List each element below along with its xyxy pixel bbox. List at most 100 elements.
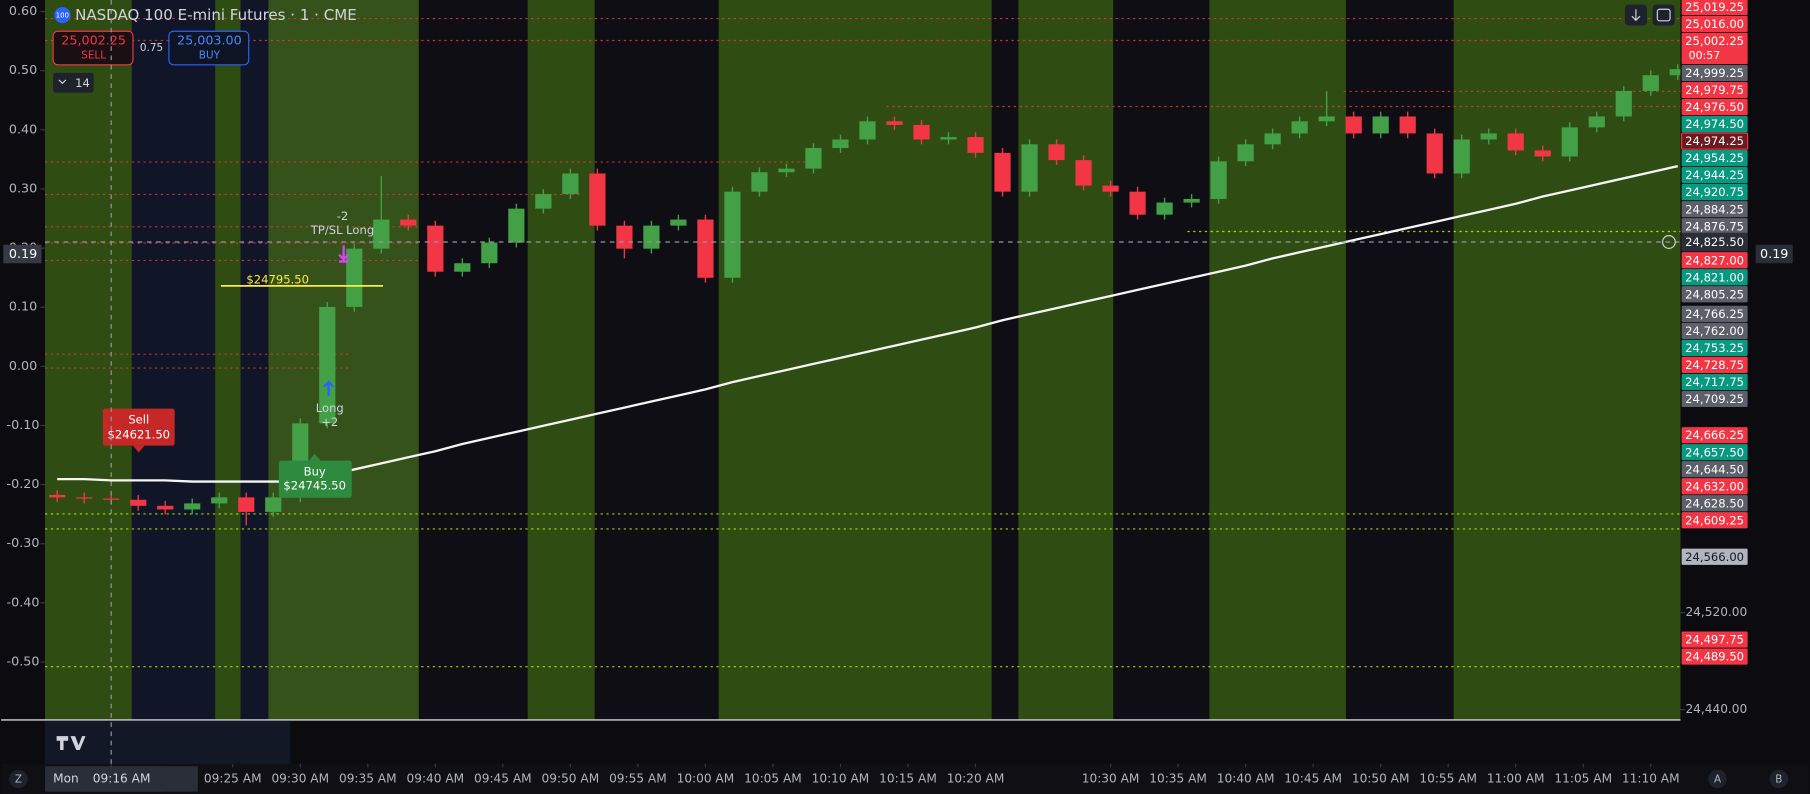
price-label: 24,954.25 [1685, 151, 1744, 165]
candle-body [1102, 185, 1119, 192]
long-label: Long [316, 401, 344, 415]
candle-body [319, 306, 336, 424]
y2-tick-label: 0.40 [9, 122, 37, 137]
y-tick-label: 24,520.00 [1685, 605, 1747, 619]
price-label: 24,766.25 [1685, 307, 1744, 321]
price-label: 24,728.75 [1685, 358, 1744, 372]
y2-tick-label: -0.50 [7, 654, 40, 669]
y2-tick-label: -0.10 [7, 418, 40, 433]
candle-body [184, 503, 201, 510]
candle-body [1264, 133, 1281, 145]
candle-body [1453, 139, 1470, 174]
price-label: 24,628.50 [1685, 496, 1744, 510]
candle-body [1480, 133, 1497, 140]
buy-marker [278, 460, 352, 498]
session-band [594, 0, 719, 720]
exit-label: TP/SL Long [310, 223, 374, 237]
x-tick-label: 11:05 AM [1554, 771, 1612, 785]
price-label-box [1681, 64, 1748, 82]
crosshair-price-label: 24,825.50 [1685, 235, 1744, 249]
session-band [1209, 0, 1346, 720]
candle-body [1237, 144, 1254, 162]
x-tick-label: 10:05 AM [744, 771, 802, 785]
time-axis [1, 763, 1809, 794]
x-tick-label: 10:55 AM [1419, 771, 1477, 785]
candle-body [130, 499, 147, 506]
session-band [268, 0, 419, 720]
indicator-value-box [3, 244, 42, 264]
x-tick-label: 10:40 AM [1217, 771, 1275, 785]
corner-button[interactable] [1769, 769, 1789, 789]
price-label: 24,827.00 [1685, 253, 1744, 267]
price-label: 24,709.25 [1685, 392, 1744, 406]
indicator-value-label: 0.19 [9, 247, 37, 262]
chevron [58, 79, 67, 85]
price-label-box [1681, 98, 1748, 116]
buy-label: BUY [199, 50, 221, 62]
price-label-box [1681, 648, 1748, 665]
candle-body [454, 263, 471, 272]
price-label-box [1681, 461, 1748, 478]
y2-tick-label: -0.30 [7, 536, 40, 551]
corner-button[interactable] [9, 769, 28, 789]
price-label: 24,632.00 [1685, 479, 1744, 493]
price-label-box [1681, 15, 1748, 33]
sell-button[interactable] [52, 30, 134, 66]
candle-body [49, 494, 66, 498]
x-tick-label: 09:30 AM [271, 771, 329, 785]
candle-body [427, 225, 444, 272]
candle-body [1426, 133, 1443, 174]
x-tick-label: 09:50 AM [542, 771, 600, 785]
candle-body [1669, 69, 1686, 76]
candle-body [778, 168, 795, 173]
x-tick-label: 11:10 AM [1622, 771, 1680, 785]
price-label: 24,920.75 [1685, 185, 1744, 199]
x-tick-label: 09:55 AM [609, 771, 667, 785]
price-label: 25,019.25 [1685, 0, 1744, 14]
price-label: 24,974.50 [1685, 117, 1744, 131]
candle-body [1534, 150, 1551, 157]
candle-body [76, 497, 93, 499]
buy-price: 25,003.00 [177, 34, 242, 49]
price-label-box [1681, 32, 1748, 65]
x-tick-label: 11:00 AM [1487, 771, 1545, 785]
exit-qty: -2 [337, 209, 349, 223]
corner-button[interactable] [1708, 769, 1727, 789]
session-band [527, 0, 595, 720]
session-band [240, 0, 269, 720]
price-label-box [1681, 184, 1748, 201]
sell-price: 25,002.25 [61, 34, 126, 49]
long-arrow [323, 380, 335, 396]
candle-body [1399, 116, 1416, 134]
candle-body [238, 497, 255, 512]
candle-body [994, 152, 1011, 192]
session-band [215, 0, 241, 720]
session-band [1018, 0, 1114, 720]
candle-body [1588, 116, 1605, 128]
candle-body [562, 173, 579, 195]
price-label-box [1681, 390, 1748, 408]
price-label: 24,657.50 [1685, 445, 1744, 459]
indicators-toggle[interactable] [53, 72, 94, 93]
fullscreen-button[interactable] [1652, 4, 1675, 26]
candle-body [103, 498, 120, 500]
session-band [131, 0, 216, 720]
download-icon [1631, 9, 1641, 22]
buy-marker-price: $24745.50 [283, 479, 346, 493]
candle-body [1291, 121, 1308, 134]
session-band [418, 0, 528, 720]
candle-body [265, 497, 282, 512]
price-label: 24,762.00 [1685, 324, 1744, 338]
price-label-box [1681, 631, 1748, 648]
candle-body [886, 121, 903, 125]
buy-button[interactable] [168, 30, 250, 66]
x-tick-label: 10:20 AM [947, 771, 1005, 785]
candle-body [967, 137, 984, 153]
candle-body [1129, 191, 1146, 215]
indicator-value-label: 0.19 [1760, 247, 1788, 262]
price-label-box [1681, 444, 1748, 461]
price-label: 24,999.25 [1685, 66, 1744, 80]
exit-arrow [338, 245, 350, 263]
sell-label: SELL [81, 50, 106, 62]
